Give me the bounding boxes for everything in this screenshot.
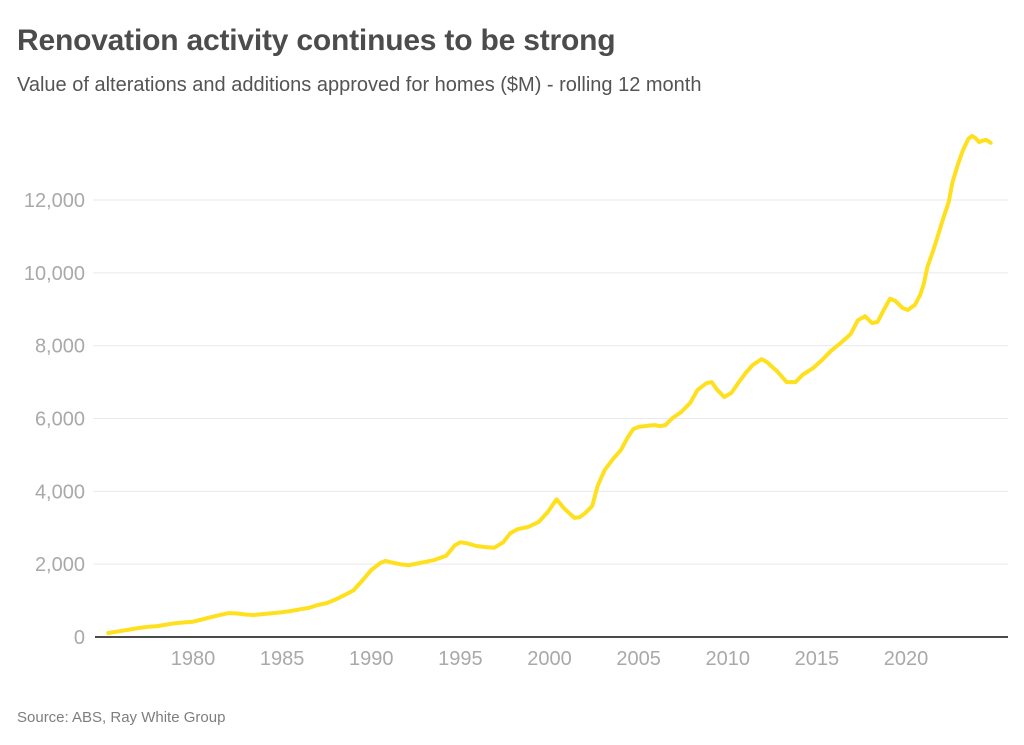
y-tick-label: 4,000 xyxy=(35,481,85,503)
x-tick-label: 2020 xyxy=(884,648,929,670)
x-tick-label: 2010 xyxy=(706,648,751,670)
x-tick-label: 1980 xyxy=(171,648,216,670)
y-tick-label: 10,000 xyxy=(24,263,85,285)
x-tick-label: 1995 xyxy=(438,648,483,670)
page-title: Renovation activity continues to be stro… xyxy=(17,24,616,57)
y-tick-label: 8,000 xyxy=(35,336,85,358)
y-axis-labels: 0 2,000 4,000 6,000 8,000 10,000 12,000 xyxy=(24,190,85,649)
x-tick-label: 2015 xyxy=(795,648,840,670)
gridlines xyxy=(93,199,1008,565)
y-tick-label: 6,000 xyxy=(35,409,85,431)
source-note: Source: ABS, Ray White Group xyxy=(17,709,226,726)
x-tick-label: 1990 xyxy=(349,648,394,670)
y-tick-label: 12,000 xyxy=(24,190,85,212)
y-tick-label: 0 xyxy=(74,627,85,649)
x-tick-label: 1985 xyxy=(260,648,305,670)
data-series-line xyxy=(106,133,993,635)
series-polyline xyxy=(106,133,993,635)
x-axis-labels: 1980 1985 1990 1995 2000 2005 2010 2015 2020 xyxy=(171,648,929,670)
x-tick-label: 2000 xyxy=(527,648,572,670)
y-tick-label: 2,000 xyxy=(35,554,85,576)
chart-subtitle: Value of alterations and additions appro… xyxy=(17,74,702,96)
x-tick-label: 2005 xyxy=(616,648,661,670)
